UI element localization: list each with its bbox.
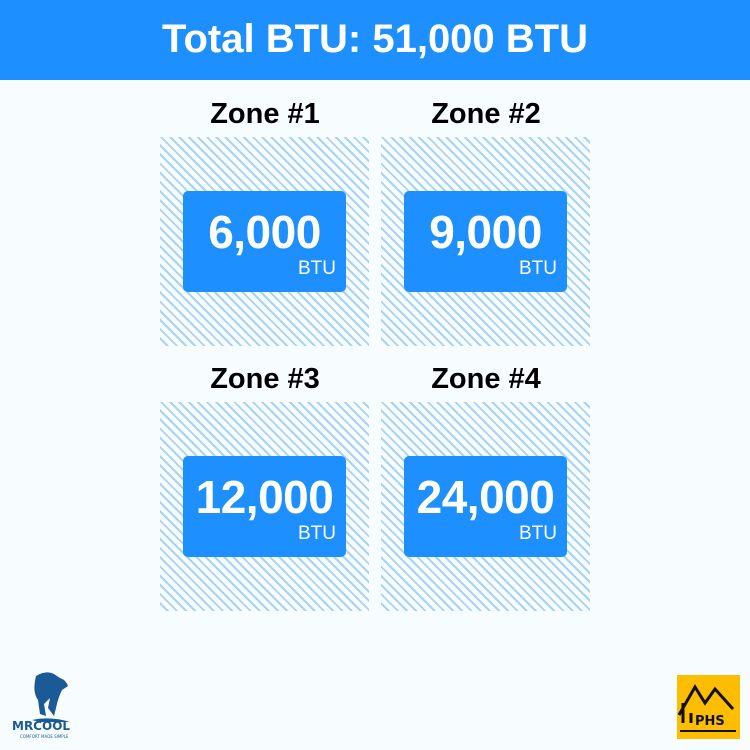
svg-text:PHS: PHS [695,714,725,729]
zone-3-unit: BTU [298,523,336,544]
zone-1-title: Zone #1 [210,98,320,130]
zone-2-btu-box: 9,000 BTU [404,191,567,292]
phs-logo: PHS [677,675,740,739]
zone-4-panel: 24,000 BTU [381,402,590,611]
total-btu-header: Total BTU: 51,000 BTU [0,0,750,80]
zone-3-btu-box: 12,000 BTU [183,456,346,557]
svg-text:COMFORT MADE SIMPLE: COMFORT MADE SIMPLE [20,734,69,739]
zone-3-panel: 12,000 BTU [160,402,369,611]
svg-text:MRCOOL: MRCOOL [12,719,70,733]
zone-2-title: Zone #2 [431,98,541,130]
polar-bear-icon: MRCOOL COMFORT MADE SIMPLE [12,672,70,739]
mrcool-logo: MRCOOL COMFORT MADE SIMPLE [10,668,110,740]
zone-4-value: 24,000 [416,471,555,523]
zone-1-unit: BTU [298,258,336,279]
zone-3-title: Zone #3 [210,363,320,395]
zone-2-unit: BTU [519,258,557,279]
zone-1-value: 6,000 [208,206,321,258]
zone-3-value: 12,000 [195,471,334,523]
zone-4-title: Zone #4 [431,363,541,395]
zone-2-value: 9,000 [429,206,542,258]
zone-1-panel: 6,000 BTU [160,137,369,346]
zone-4-btu-box: 24,000 BTU [404,456,567,557]
zone-1-btu-box: 6,000 BTU [183,191,346,292]
zone-2-panel: 9,000 BTU [381,137,590,346]
house-icon: PHS [677,684,736,732]
zone-4-unit: BTU [519,523,557,544]
